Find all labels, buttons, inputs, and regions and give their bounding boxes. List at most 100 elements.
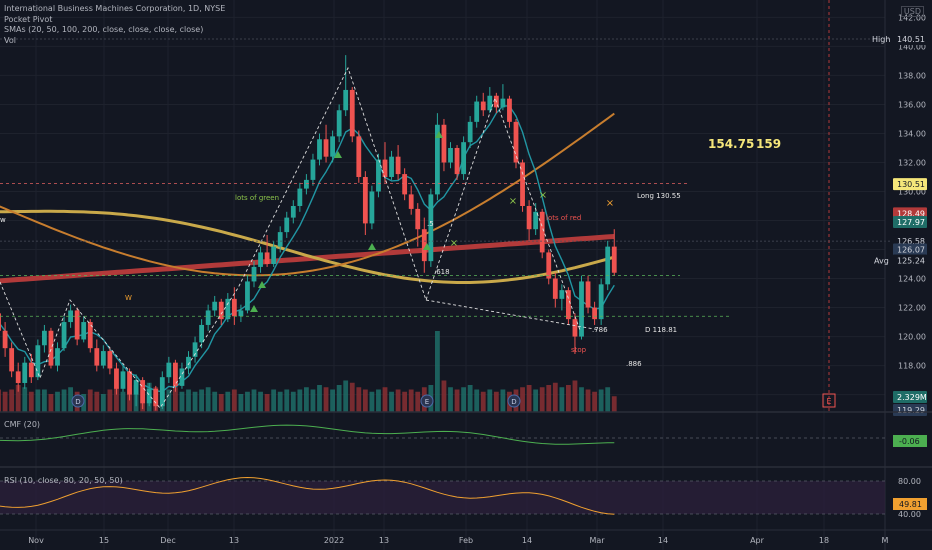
candle-body[interactable] [349,89,355,137]
candle-body[interactable] [611,246,617,273]
candle-body[interactable] [146,388,152,404]
candle-body[interactable] [500,98,506,108]
candle-body[interactable] [546,252,552,279]
candle-body[interactable] [87,322,93,349]
candle-body[interactable] [376,159,381,192]
candle-body[interactable] [585,281,591,308]
candle-body[interactable] [28,362,34,378]
earnings-event-box[interactable] [822,393,836,408]
candle-body[interactable] [513,121,519,163]
candle-body[interactable] [225,298,231,320]
candle-body[interactable] [487,95,493,111]
legend-volume[interactable]: Vol [4,35,16,45]
candle-body[interactable] [15,371,21,383]
candle-body[interactable] [343,89,349,111]
candle-body[interactable] [212,301,218,311]
candle-body[interactable] [251,266,257,282]
candle-body[interactable] [140,380,146,404]
candle-body[interactable] [310,159,316,180]
candle-body[interactable] [192,342,198,357]
candle-body[interactable] [605,246,611,285]
candle-body[interactable] [166,362,172,378]
candle-body[interactable] [199,324,204,343]
candle-body[interactable] [94,348,100,366]
candlesticks[interactable] [0,55,617,411]
candle-body[interactable] [369,191,375,224]
candle-body[interactable] [271,246,277,265]
candle-body[interactable] [317,139,322,160]
candle-body[interactable] [218,301,224,320]
candle-body[interactable] [448,147,453,163]
candle-body[interactable] [330,136,335,157]
candle-body[interactable] [336,110,342,137]
legend-smas[interactable]: SMAs (20, 50, 100, 200, close, close, cl… [4,25,204,34]
candle-body[interactable] [100,351,106,366]
candle-body[interactable] [362,176,368,224]
candle-body[interactable] [205,310,211,325]
candle-body[interactable] [566,290,571,320]
candle-body[interactable] [22,362,28,383]
candle-body[interactable] [304,179,309,189]
candle-body[interactable] [559,290,565,299]
candle-body[interactable] [435,124,440,195]
event-badge[interactable] [71,394,85,408]
candle-body[interactable] [572,319,578,337]
candle-body[interactable] [107,351,113,369]
candle-body[interactable] [74,310,80,340]
candle-body[interactable] [389,156,394,177]
candle-body[interactable] [186,356,191,369]
candle-body[interactable] [552,278,558,299]
candle-body[interactable] [35,345,41,378]
rsi-label[interactable]: RSI (10, close, 80, 20, 50, 50) [4,476,123,485]
candle-body[interactable] [402,174,408,195]
candle-body[interactable] [258,252,263,267]
currency-badge[interactable]: USD [900,6,924,17]
candle-body[interactable] [127,371,132,395]
candle-body[interactable] [441,124,447,163]
candle-body[interactable] [592,307,597,320]
candle-body[interactable] [323,139,329,157]
candle-body[interactable] [395,156,401,175]
candle-body[interactable] [421,229,427,262]
candle-body[interactable] [9,348,15,372]
candle-body[interactable] [231,298,237,317]
event-badge[interactable] [507,394,521,408]
candle-body[interactable] [245,281,250,311]
candle-body[interactable] [454,147,460,175]
legend-title[interactable]: International Business Machines Corporat… [4,4,226,13]
candle-body[interactable] [153,388,159,407]
candle-body[interactable] [533,211,539,230]
candle-body[interactable] [2,330,8,349]
candle-body[interactable] [81,322,87,340]
candle-body[interactable] [159,377,165,407]
candle-body[interactable] [474,101,480,122]
candle-body[interactable] [48,330,54,366]
candle-body[interactable] [284,217,290,233]
candle-body[interactable] [68,310,73,323]
candle-body[interactable] [0,313,1,331]
candle-body[interactable] [133,380,139,395]
candle-body[interactable] [382,159,388,177]
candle-body[interactable] [598,284,604,320]
candle-body[interactable] [526,206,532,230]
legend-pocket-pivot[interactable]: Pocket Pivot [4,14,53,24]
candle-body[interactable] [507,98,512,122]
candle-body[interactable] [179,368,185,386]
candle-body[interactable] [467,121,473,143]
candle-body[interactable] [520,162,525,206]
candle-body[interactable] [238,310,244,317]
candle-body[interactable] [114,368,119,389]
candle-body[interactable] [428,194,434,262]
candle-body[interactable] [356,136,362,177]
candle-body[interactable] [55,348,60,366]
candle-body[interactable] [277,232,283,247]
candle-body[interactable] [539,211,545,253]
candle-body[interactable] [264,252,270,265]
candle-body[interactable] [408,194,414,209]
candle-body[interactable] [42,330,47,346]
candle-body[interactable] [461,142,466,175]
candle-body[interactable] [290,206,296,218]
candle-body[interactable] [173,362,178,386]
